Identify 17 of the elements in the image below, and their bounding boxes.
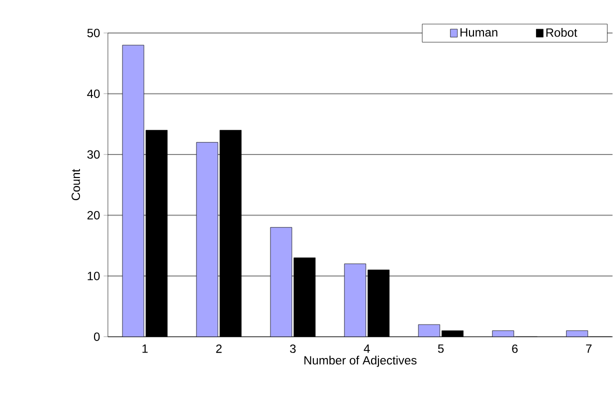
legend-label: Robot [546,28,578,37]
x-tick-label: 7 [586,344,592,353]
x-tick-label: 2 [216,344,222,353]
x-axis-title: Number of Adjectives [304,356,417,368]
y-tick-label: 40 [87,90,100,98]
x-tick-label: 6 [512,344,518,354]
x-tick-label: 3 [290,344,296,354]
legend-label: Human [460,28,498,37]
y-tick-label: 50 [87,28,100,38]
x-tick-label: 4 [364,344,370,353]
x-tick-label: 5 [438,344,444,353]
y-tick-label: 30 [87,150,100,159]
y-tick-label: 20 [87,211,100,220]
y-tick-label: 0 [94,332,100,342]
y-axis-title: Count [72,169,80,200]
y-tick-label: 10 [88,272,100,280]
x-tick-label: 1 [142,344,148,353]
